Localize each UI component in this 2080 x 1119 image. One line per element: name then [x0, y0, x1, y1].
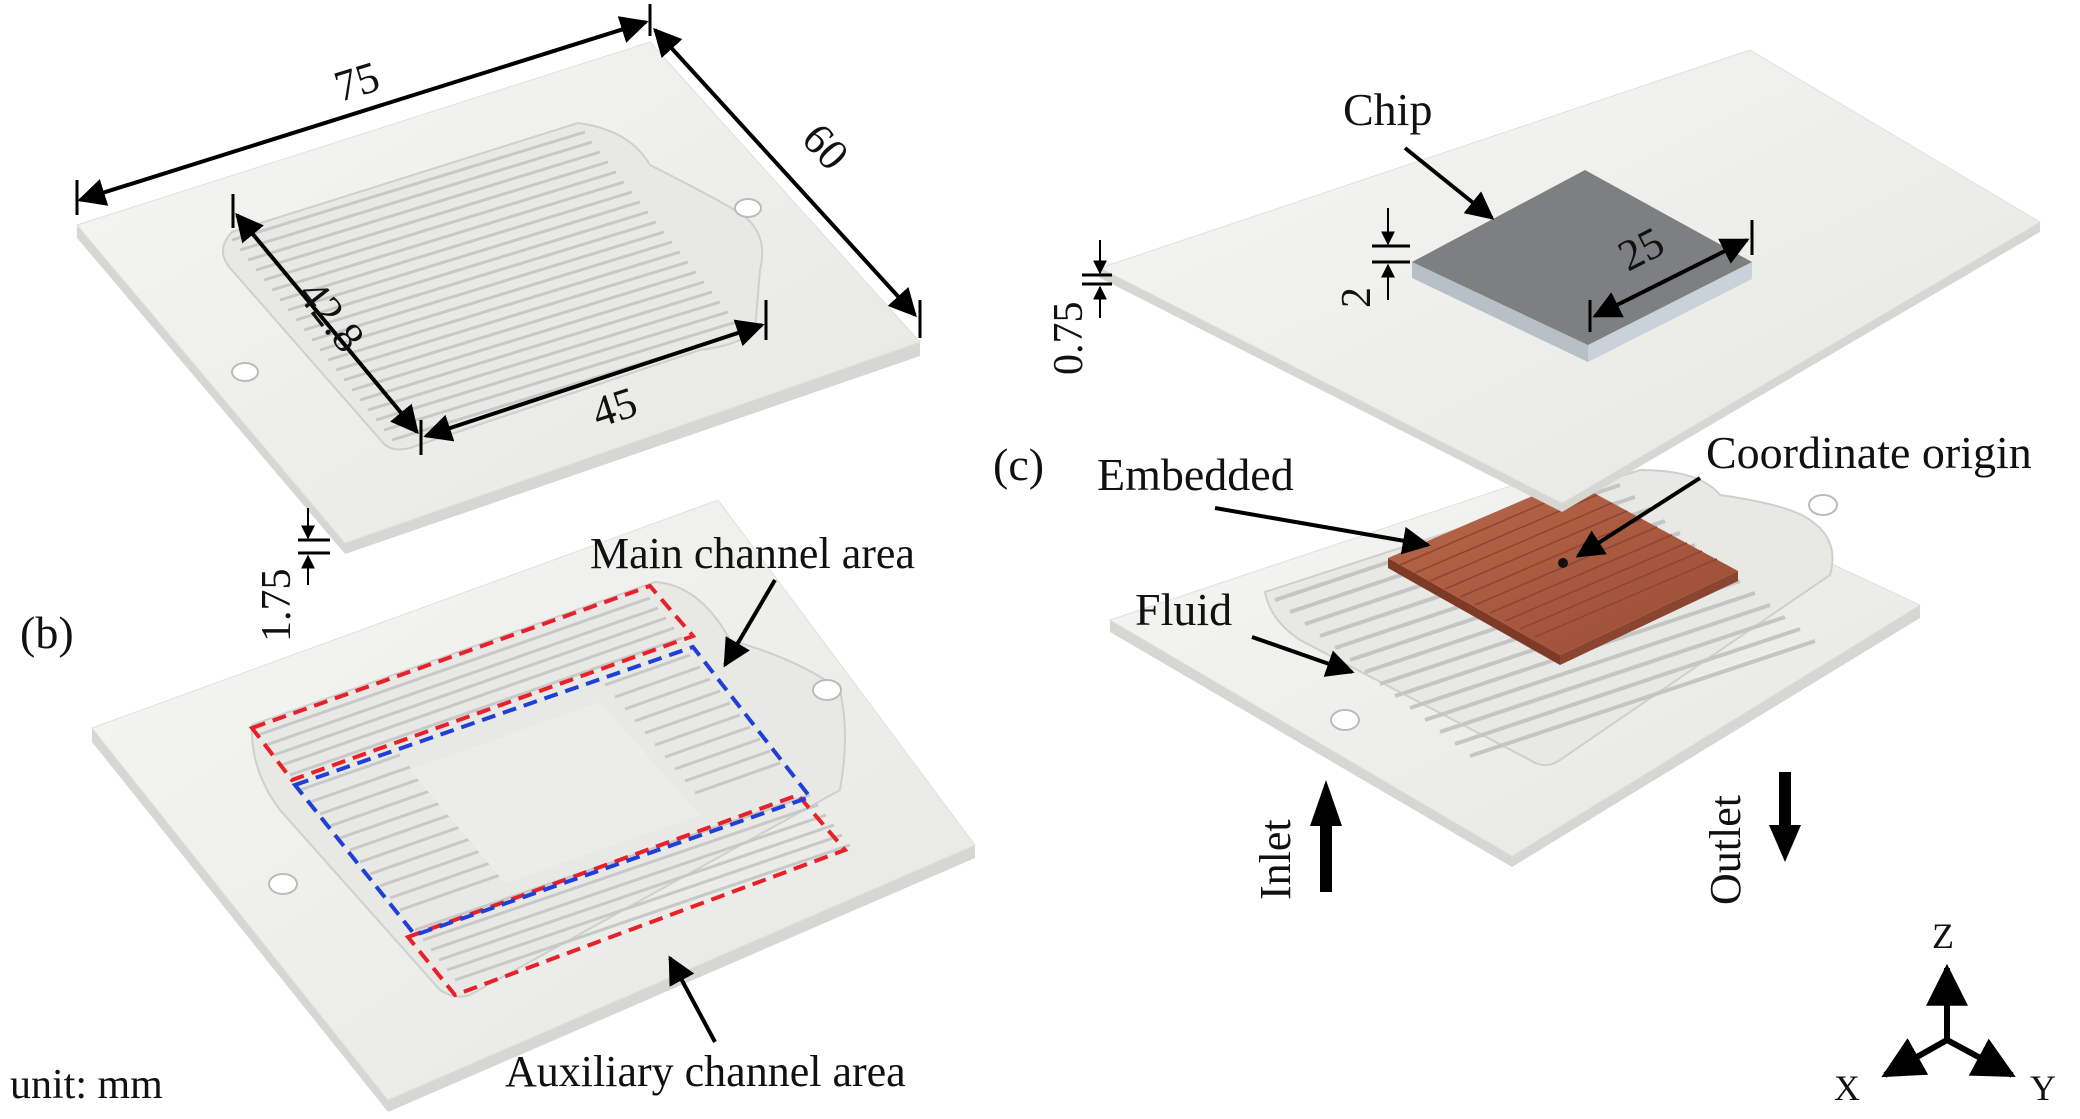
port-hole-a-inlet [231, 362, 259, 382]
coordinate-origin-pointer [1575, 476, 1702, 558]
outlet-label: Outlet [1701, 795, 1750, 905]
unit-label: unit: mm [10, 1062, 163, 1108]
channels-b-bottom [414, 793, 851, 982]
coordinate-origin-dot [1558, 558, 1568, 568]
dim-length-label: 75 [329, 52, 385, 112]
dim-42-8-line [235, 212, 419, 435]
coordinate-origin-label: Coordinate origin [1706, 427, 2032, 478]
channels-b-left [299, 753, 501, 912]
heat-sink-side-right [1560, 571, 1738, 665]
auxiliary-channel-pointer [668, 955, 717, 1043]
dim-thickness-label: 1.75 [254, 569, 300, 643]
dim-25-line [1592, 238, 1750, 318]
axis-x-label: X [1834, 1068, 1860, 1108]
dim-75-line [77, 16, 649, 206]
dim-width-label: 60 [793, 114, 859, 179]
port-hole-c-inlet [1330, 709, 1360, 731]
main-channel-pointer [723, 578, 777, 668]
aux-channel-box-top [248, 583, 697, 783]
central-land-b [410, 702, 700, 883]
axis-y-label: Y [2030, 1068, 2056, 1108]
channels-b-top [257, 596, 683, 777]
heat-sink-side [1388, 558, 1560, 665]
port-hole-a-outlet [734, 198, 762, 218]
port-hole-b-inlet [268, 873, 298, 895]
fluid-pointer [1251, 635, 1355, 677]
arrow-up-icon [1310, 780, 1342, 892]
aux-channel-box-bottom [404, 792, 849, 998]
dim-45-line [423, 319, 765, 442]
inlet-label: Inlet [1251, 819, 1300, 900]
chip-pointer [1403, 146, 1495, 220]
panel-b: (b) [10, 499, 976, 1112]
panel-a: 75 60 42.8 45 1.75 [75, 4, 922, 643]
lid-thickness-label: 0.75 [1046, 302, 1092, 376]
port-hole-b-outlet [812, 679, 842, 701]
arrow-down-icon [1769, 772, 1801, 862]
fluid-label: Fluid [1135, 584, 1232, 635]
port-hole-c-outlet [1808, 494, 1838, 516]
auxiliary-channel-label: Auxiliary channel area [505, 1047, 906, 1096]
embedded-pointer [1214, 506, 1431, 555]
channels-b-right [604, 653, 781, 795]
coordinate-axes-icon [1881, 963, 2016, 1078]
dim-60-line [653, 27, 917, 318]
chip-thickness-label: 2 [1334, 287, 1380, 308]
chip-label: Chip [1343, 84, 1432, 135]
panel-b-label: (b) [20, 607, 74, 658]
embedded-label: Embedded [1097, 449, 1294, 500]
main-channel-label: Main channel area [590, 529, 915, 578]
panel-c: (c) [993, 49, 2056, 1108]
panel-c-label: (c) [993, 439, 1044, 490]
chip-side-left [1412, 262, 1588, 362]
axis-z-label: Z [1932, 916, 1954, 956]
